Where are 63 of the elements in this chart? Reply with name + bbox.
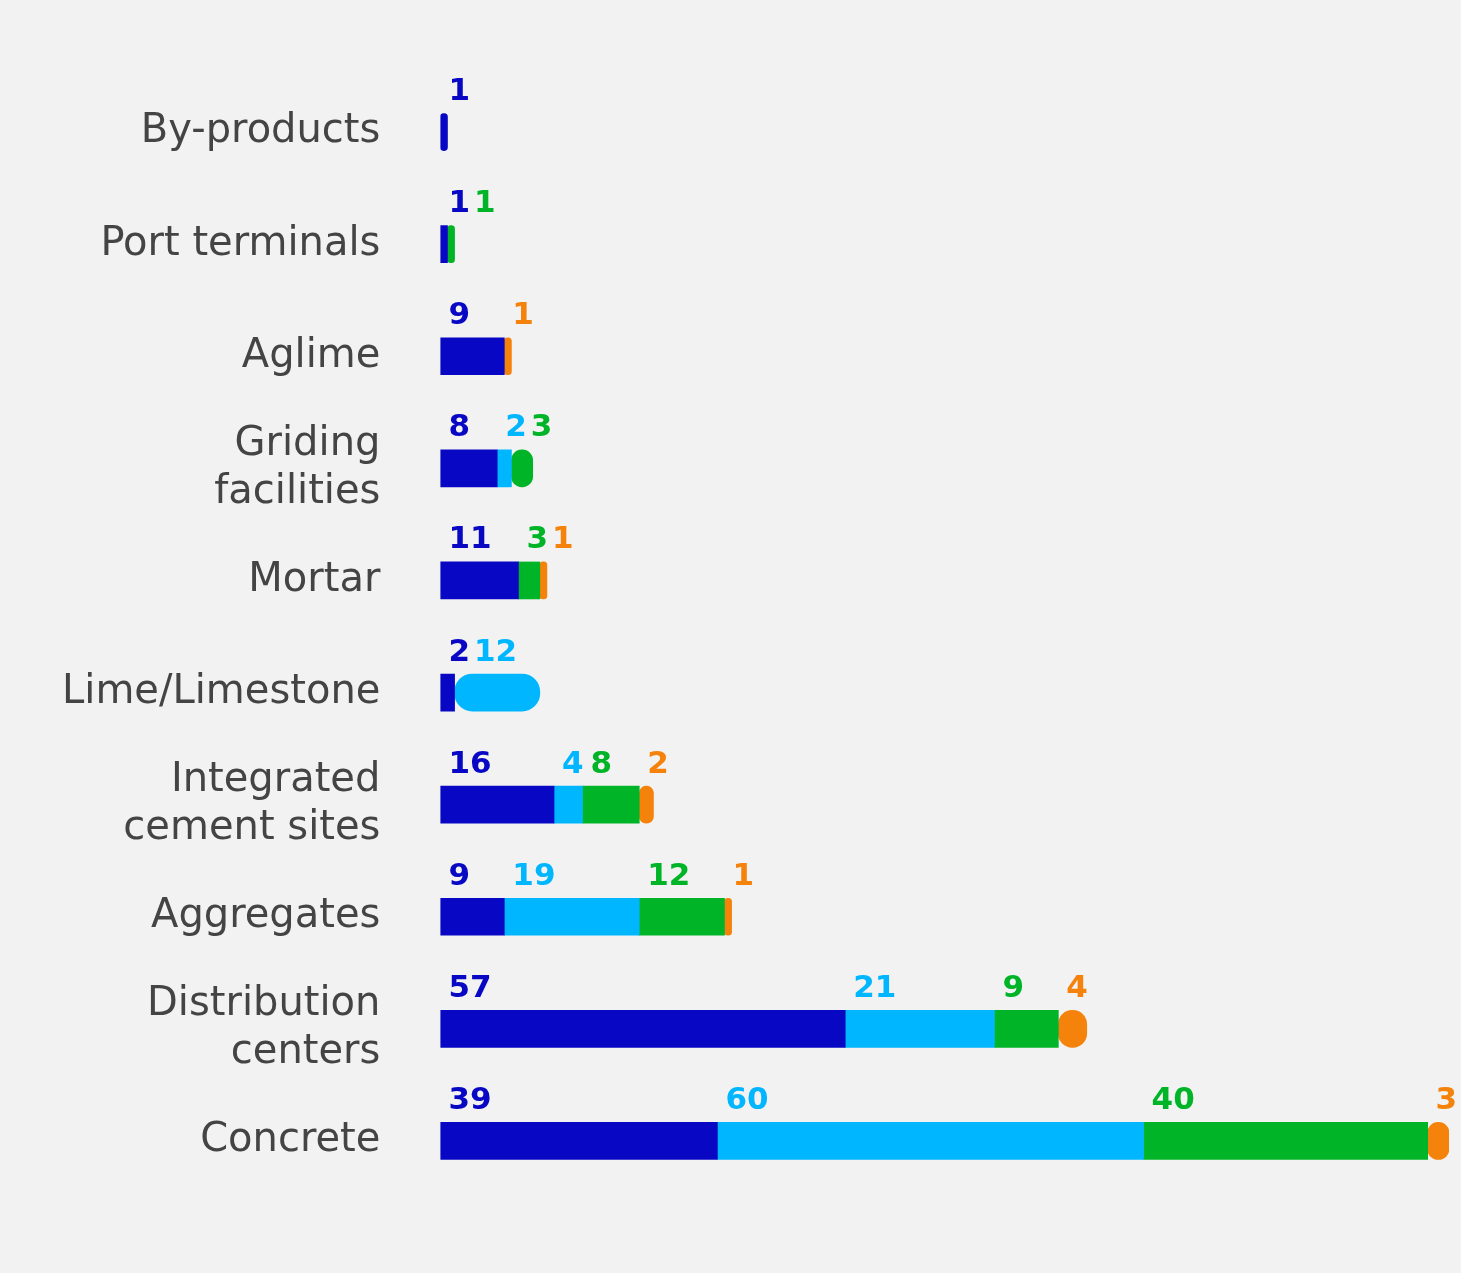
data-label: 4 [1066, 967, 1088, 1004]
data-label: 3 [526, 519, 549, 556]
bar [440, 561, 519, 600]
bar [440, 225, 448, 263]
y-tick-label: Distribution centers [147, 978, 381, 1073]
data-label: 9 [448, 855, 470, 892]
bar [582, 785, 640, 824]
bar [638, 897, 725, 936]
y-tick-label: By-products [140, 105, 381, 152]
data-label: 11 [448, 519, 492, 556]
bar [518, 561, 541, 600]
data-label: 2 [448, 631, 470, 668]
data-label: 1 [512, 295, 534, 332]
data-label: 21 [853, 967, 897, 1004]
y-tick-label: Concrete [200, 1114, 381, 1161]
y-tick-label: Port terminals [100, 217, 381, 264]
bar [440, 337, 505, 376]
y-tick-label: Mortar [248, 553, 381, 600]
bar [844, 1010, 995, 1048]
bar [553, 785, 583, 824]
y-tick-label: Lime/Limestone [61, 665, 381, 712]
data-label: 40 [1151, 1080, 1195, 1116]
data-label: 8 [448, 407, 470, 444]
data-label: 1 [448, 71, 470, 108]
bar [440, 1010, 846, 1048]
data-label: 3 [530, 407, 553, 444]
data-label: 9 [1002, 967, 1024, 1004]
data-label: 2 [505, 407, 527, 444]
data-label: 16 [448, 743, 492, 780]
data-label: 4 [562, 743, 584, 780]
bar [440, 897, 505, 936]
data-label: 1 [473, 183, 496, 220]
data-label: 12 [647, 855, 691, 892]
y-tick-label: Griding facilities [214, 417, 381, 512]
bar [440, 1122, 718, 1160]
data-label: 3 [1435, 1080, 1458, 1116]
y-tick-label: Aggregates [151, 890, 381, 937]
bar [496, 449, 512, 488]
bar [1143, 1122, 1429, 1160]
bar [447, 225, 455, 263]
data-label: 19 [512, 855, 556, 892]
data-label: 8 [590, 743, 613, 780]
data-label: 2 [647, 743, 669, 780]
data-label: 57 [448, 967, 492, 1004]
data-label: 1 [552, 519, 574, 556]
data-label: 60 [725, 1080, 769, 1116]
data-label: 9 [448, 295, 470, 332]
bar [440, 449, 498, 488]
bar [503, 337, 512, 376]
data-label: 1 [448, 183, 470, 220]
bar [724, 897, 732, 936]
bar [440, 113, 448, 151]
y-tick-label: Aglime [241, 329, 381, 376]
bar [717, 1122, 1144, 1160]
data-label: 39 [448, 1080, 492, 1116]
data-label: 1 [732, 855, 755, 892]
data-label: 12 [473, 631, 518, 668]
y-tick-label: Integrated cement sites [123, 754, 381, 849]
bar [440, 785, 555, 824]
bar [994, 1010, 1059, 1048]
bar [440, 673, 455, 712]
bar [539, 561, 548, 600]
bar [503, 897, 640, 936]
